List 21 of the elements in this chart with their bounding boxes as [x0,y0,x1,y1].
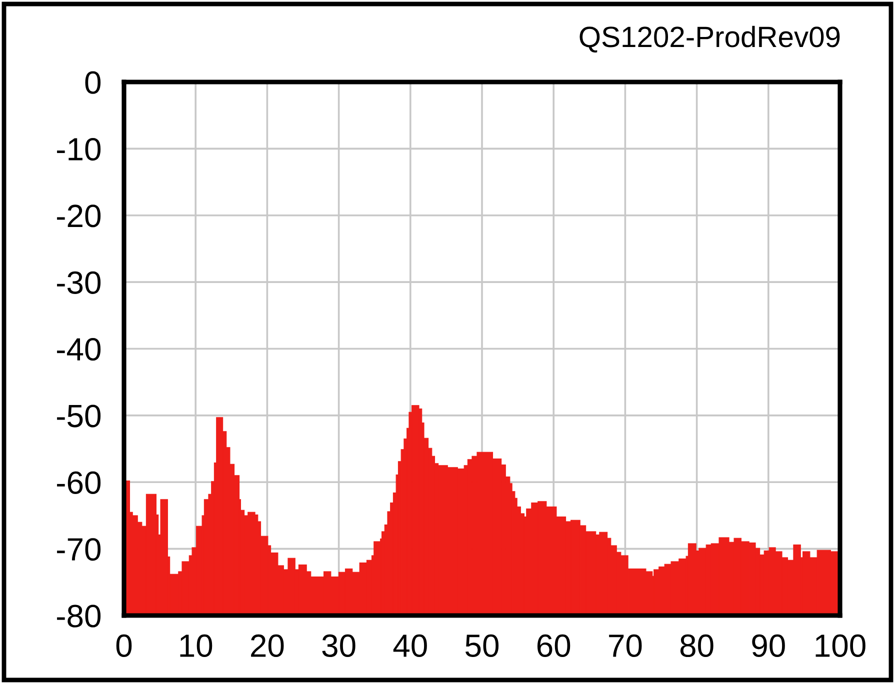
x-tick-label: 20 [251,634,284,658]
x-tick-label: 80 [680,634,714,658]
y-tick-label: -70 [57,538,101,561]
x-tick-label: 100 [816,634,866,658]
x-tick-label: 50 [466,634,499,658]
x-tick-label: 0 [116,634,132,658]
y-tick-label: -10 [57,138,101,161]
y-tick-label: -30 [57,271,101,294]
y-tick-label: -80 [57,604,101,628]
x-tick-label: 30 [322,634,356,658]
x-tick-label: 90 [752,634,785,658]
y-tick-label: -50 [57,404,101,428]
y-tick-label: 0 [85,71,101,94]
y-tick-label: -60 [57,471,101,494]
x-tick-label: 40 [393,634,427,658]
chart-title: QS1202-ProdRev09 [580,26,840,53]
x-tick-label: 70 [609,634,642,658]
x-tick-label: 10 [180,634,212,658]
y-tick-label: -40 [57,338,101,361]
x-tick-label: 60 [537,634,570,658]
y-tick-label: -20 [57,204,101,228]
